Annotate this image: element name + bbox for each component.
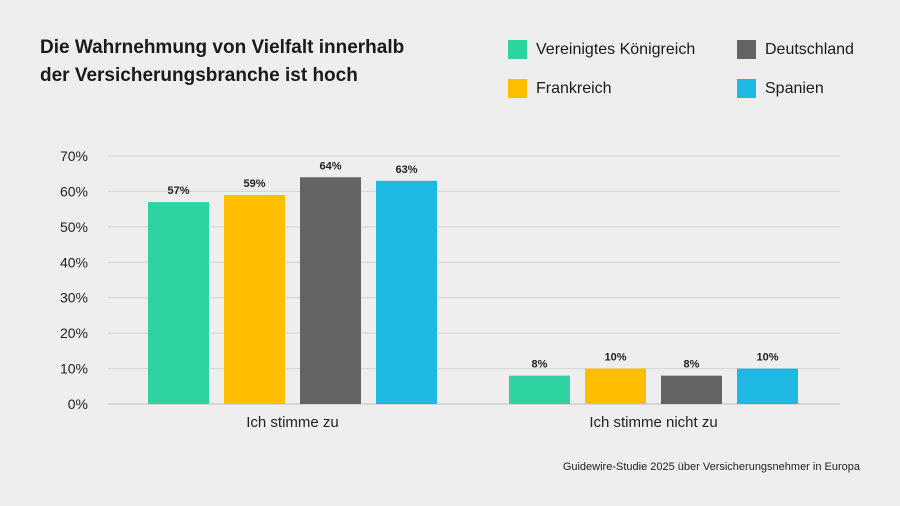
data-label: 63% bbox=[395, 164, 417, 176]
data-label: 64% bbox=[319, 160, 341, 172]
legend-swatch-es bbox=[737, 79, 756, 98]
legend-item-es: Spanien bbox=[737, 79, 824, 98]
data-label: 10% bbox=[756, 352, 778, 364]
bar bbox=[376, 180, 437, 404]
bar bbox=[585, 368, 646, 404]
bar bbox=[300, 177, 361, 404]
y-tick-label: 50% bbox=[60, 219, 88, 235]
chart-title-line-2: der Versicherungsbranche ist hoch bbox=[40, 65, 358, 86]
legend-item-fr: Frankreich bbox=[508, 79, 612, 98]
y-tick-label: 20% bbox=[60, 325, 88, 341]
legend-label-es: Spanien bbox=[765, 79, 824, 97]
y-tick-label: 60% bbox=[60, 183, 88, 199]
source-footnote: Guidewire-Studie 2025 über Versicherungs… bbox=[562, 461, 860, 473]
data-label: 59% bbox=[243, 178, 265, 190]
legend-swatch-fr bbox=[508, 79, 527, 98]
bar bbox=[224, 194, 285, 404]
data-label: 8% bbox=[532, 359, 548, 371]
x-category-label: Ich stimme nicht zu bbox=[589, 414, 717, 431]
bar bbox=[661, 375, 722, 404]
legend-item-de: Deutschland bbox=[737, 40, 854, 59]
y-tick-label: 10% bbox=[60, 361, 88, 377]
chart-title-line-1: Die Wahrnehmung von Vielfalt innerhalb bbox=[40, 37, 405, 58]
legend-label-fr: Frankreich bbox=[536, 79, 612, 97]
bar bbox=[509, 375, 570, 404]
legend-swatch-de bbox=[737, 40, 756, 59]
y-tick-label: 30% bbox=[60, 290, 88, 306]
bar bbox=[148, 202, 209, 404]
y-tick-label: 0% bbox=[68, 396, 88, 412]
chart-title: Die Wahrnehmung von Vielfalt innerhalb d… bbox=[40, 34, 460, 90]
data-label: 57% bbox=[167, 185, 189, 197]
data-label: 8% bbox=[684, 359, 700, 371]
legend-label-de: Deutschland bbox=[765, 40, 854, 58]
legend-item-uk: Vereinigtes Königreich bbox=[508, 40, 695, 59]
legend-swatch-uk bbox=[508, 40, 527, 59]
legend-label-uk: Vereinigtes Königreich bbox=[536, 40, 696, 58]
data-label: 10% bbox=[604, 352, 626, 364]
bar bbox=[737, 368, 798, 404]
y-tick-label: 40% bbox=[60, 254, 88, 270]
y-tick-label: 70% bbox=[60, 148, 88, 164]
x-category-label: Ich stimme zu bbox=[246, 414, 339, 431]
